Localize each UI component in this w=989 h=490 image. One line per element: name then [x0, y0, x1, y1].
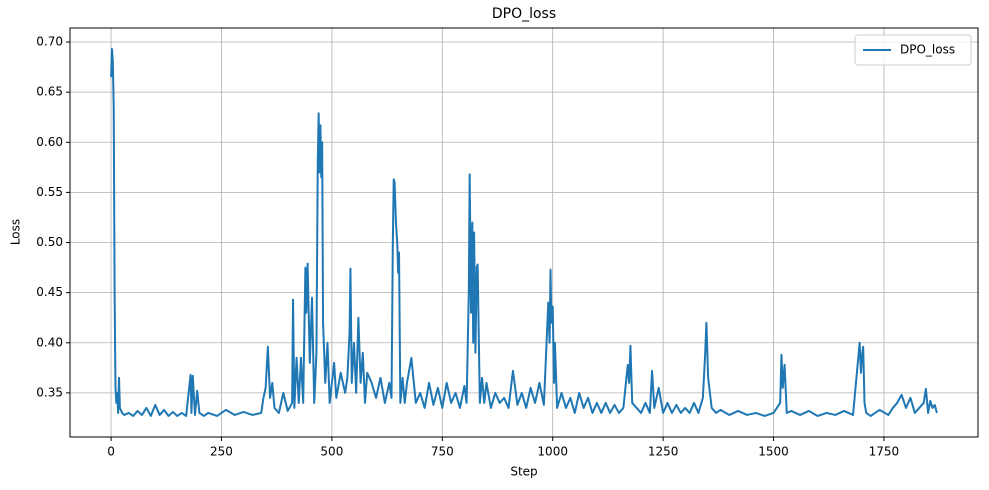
legend-box	[854, 34, 972, 66]
legend-label: DPO_loss	[900, 43, 955, 57]
y-tick-label: 0.50	[36, 235, 63, 249]
x-tick-label: 1500	[758, 445, 789, 459]
y-tick-label: 0.35	[36, 385, 63, 399]
y-tick-label: 0.55	[36, 185, 63, 199]
y-tick-label: 0.70	[36, 35, 63, 49]
x-tick-label: 1250	[648, 445, 679, 459]
x-tick-label: 750	[431, 445, 454, 459]
y-tick-label: 0.45	[36, 285, 63, 299]
y-tick-label: 0.40	[36, 335, 63, 349]
y-tick-label: 0.65	[36, 85, 63, 99]
x-tick-label: 1750	[869, 445, 900, 459]
plot-frame	[69, 27, 979, 438]
x-tick-label: 0	[107, 445, 115, 459]
x-tick-label: 500	[320, 445, 343, 459]
x-axis-label: Step	[510, 465, 537, 479]
x-tick-label: 250	[210, 445, 233, 459]
x-tick-label: 1000	[537, 445, 568, 459]
y-tick-label: 0.60	[36, 135, 63, 149]
data-line	[110, 48, 938, 417]
y-axis-label: Loss	[9, 219, 23, 245]
chart-title: DPO_loss	[492, 6, 556, 22]
